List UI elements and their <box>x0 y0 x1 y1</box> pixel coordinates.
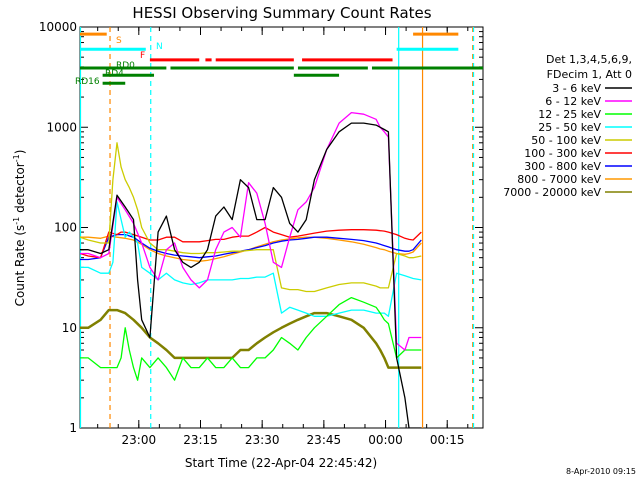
series-line <box>80 233 422 261</box>
series-line <box>80 111 422 351</box>
y-tick-label: 10000 <box>39 20 77 34</box>
x-tick-label: 00:00 <box>368 433 403 447</box>
series-line <box>80 201 422 317</box>
chart-title: HESSI Observing Summary Count Rates <box>132 4 431 22</box>
legend-label: 100 - 300 keV <box>524 147 601 160</box>
legend-label: 300 - 800 keV <box>524 160 601 173</box>
plot-area <box>79 26 484 429</box>
y-tick-label: 1000 <box>46 120 77 134</box>
legend-label: 3 - 6 keV <box>552 82 601 95</box>
flag-label: S <box>116 36 122 46</box>
x-tick-label: 23:30 <box>245 433 280 447</box>
flag-label: N <box>156 42 163 52</box>
legend-label: 50 - 100 keV <box>531 134 601 147</box>
x-tick-label: 23:00 <box>122 433 157 447</box>
legend-label: 6 - 12 keV <box>545 95 601 108</box>
x-tick-label: 23:15 <box>183 433 218 447</box>
y-tick-label: 10 <box>62 321 77 335</box>
legend-header-1: Det 1,3,4,5,6,9, <box>546 53 632 66</box>
flag-label: RD16 <box>75 77 100 87</box>
series-line <box>80 122 422 428</box>
legend-label: 7000 - 20000 keV <box>503 186 601 199</box>
x-tick-label: 00:15 <box>430 433 465 447</box>
series-line <box>80 308 422 369</box>
legend-label: 25 - 50 keV <box>538 121 601 134</box>
flag-label: RD0 <box>116 61 135 71</box>
legend-label: 800 - 7000 keV <box>517 173 601 186</box>
y-tick-label: 100 <box>54 221 77 235</box>
x-tick-label: 23:45 <box>307 433 342 447</box>
legend: Det 1,3,4,5,6,9, FDecim 1, Att 0 3 - 6 k… <box>503 53 632 199</box>
y-axis-label: Count Rate (s-1 detector-1) <box>12 150 27 307</box>
series-line <box>80 226 422 259</box>
footer-date: 8-Apr-2010 09:15 <box>566 467 636 476</box>
series-line <box>80 142 422 293</box>
y-tick-label: 1 <box>69 421 77 435</box>
flag-label: F <box>140 51 145 61</box>
legend-label: 12 - 25 keV <box>538 108 601 121</box>
flag-label: RD4 <box>105 69 124 79</box>
series-line <box>80 296 422 381</box>
x-axis-label: Start Time (22-Apr-04 22:45:42) <box>185 456 377 470</box>
legend-header-2: FDecim 1, Att 0 <box>547 68 632 81</box>
